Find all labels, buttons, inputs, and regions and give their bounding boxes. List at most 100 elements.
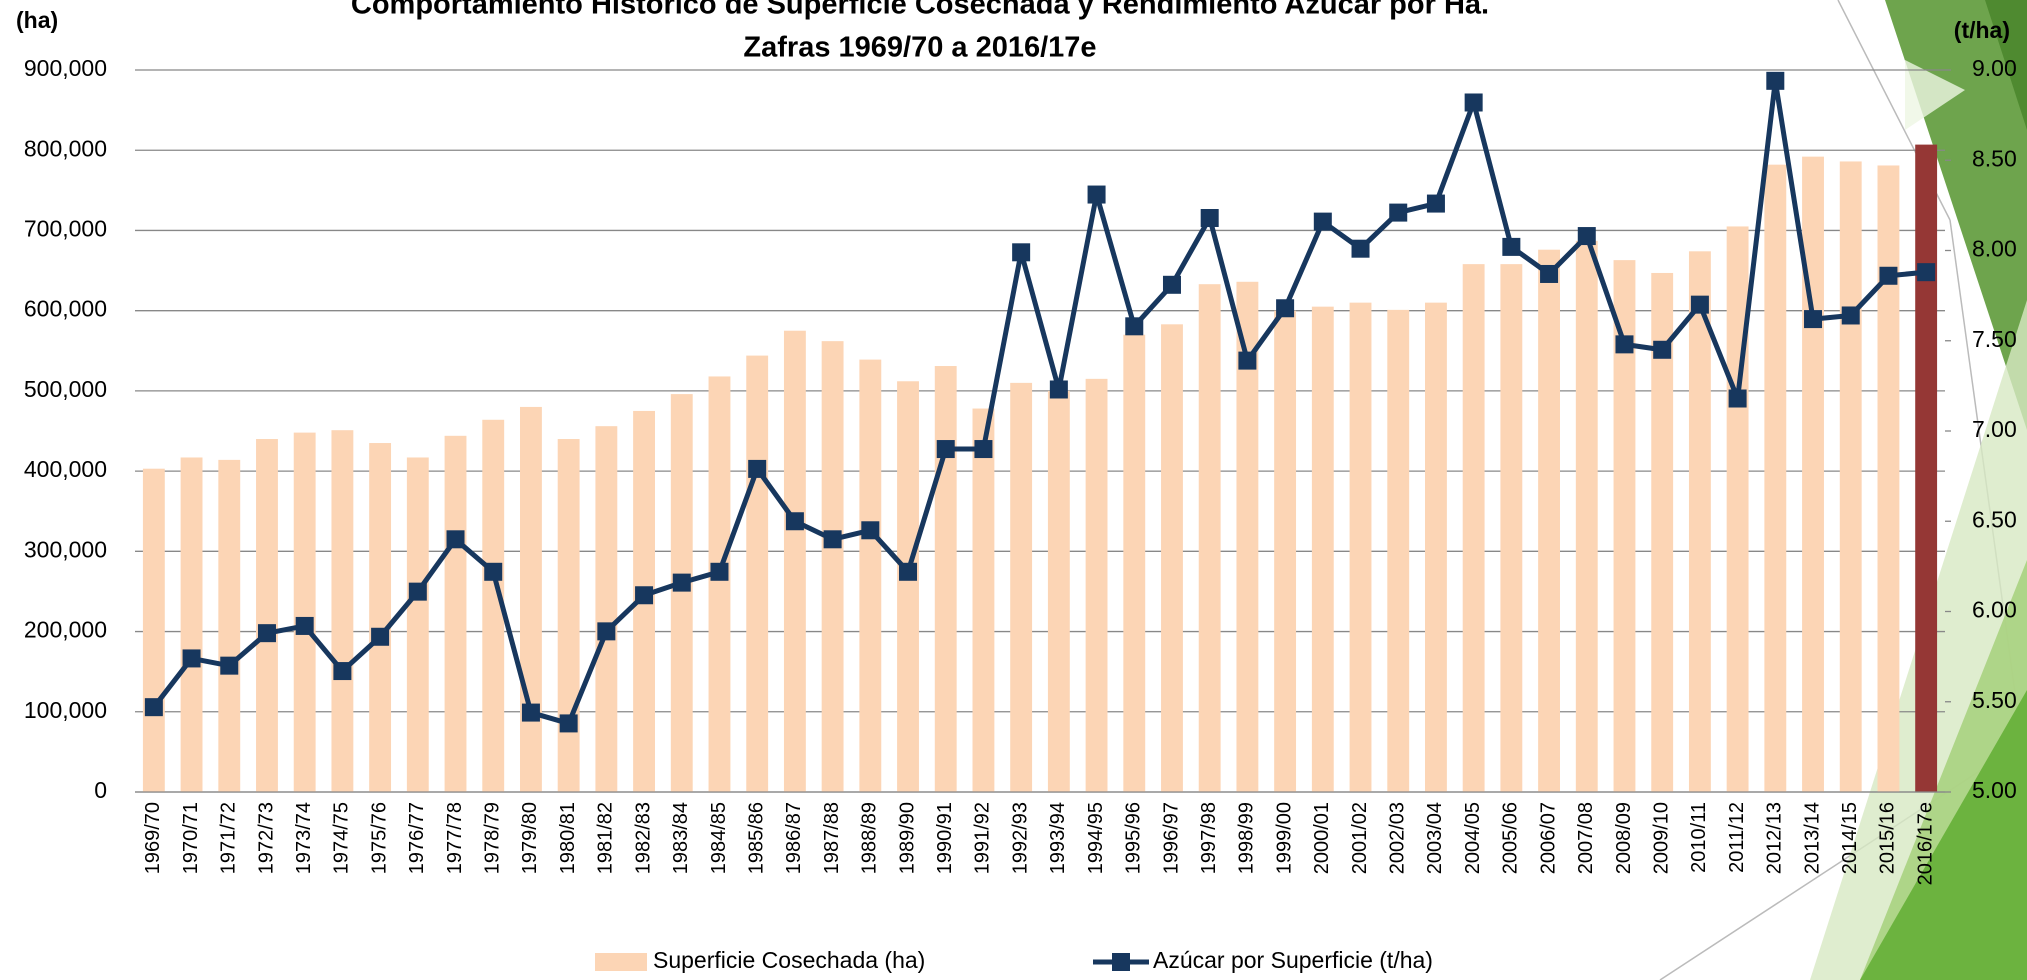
bar <box>407 457 429 792</box>
bar <box>897 381 919 792</box>
legend-label: Superficie Cosechada (ha) <box>653 947 925 973</box>
x-tick-label: 1988/89 <box>859 802 881 874</box>
x-tick-label: 1971/72 <box>218 802 240 874</box>
marker <box>1804 310 1822 328</box>
x-tick-label: 1978/79 <box>482 802 504 874</box>
x-tick-label: 1999/00 <box>1273 802 1295 874</box>
y2-tick-label: 8.50 <box>1972 145 2017 171</box>
marker <box>1050 380 1068 398</box>
marker <box>371 628 389 646</box>
bar <box>558 439 580 792</box>
x-tick-label: 2015/16 <box>1877 802 1899 874</box>
x-tick-label: 1969/70 <box>142 802 164 874</box>
bar <box>671 394 693 792</box>
bar <box>1764 165 1786 792</box>
y2-tick-label: 7.00 <box>1972 416 2017 442</box>
bar <box>520 407 542 792</box>
marker <box>824 530 842 548</box>
marker <box>1578 227 1596 245</box>
x-tick-label: 1985/86 <box>745 802 767 874</box>
marker <box>597 622 615 640</box>
bar <box>973 409 995 792</box>
x-tick-label: 1995/96 <box>1123 802 1145 874</box>
marker <box>220 657 238 675</box>
bar <box>1312 307 1334 792</box>
bar <box>369 443 391 792</box>
x-tick-label: 1975/76 <box>368 802 390 874</box>
marker <box>635 586 653 604</box>
x-tick-label: 1973/74 <box>293 802 315 874</box>
marker <box>1540 265 1558 283</box>
y-tick-label: 500,000 <box>24 376 107 402</box>
bar <box>859 360 881 792</box>
marker <box>1729 390 1747 408</box>
bar <box>784 331 806 792</box>
marker <box>748 460 766 478</box>
bar <box>1274 311 1296 792</box>
x-tick-label: 2007/08 <box>1575 802 1597 874</box>
marker <box>1615 335 1633 353</box>
y-tick-label: 100,000 <box>24 697 107 723</box>
x-tick-label: 2002/03 <box>1387 802 1409 874</box>
bar <box>1500 264 1522 792</box>
y2-tick-label: 6.50 <box>1972 506 2017 532</box>
x-tick-label: 1991/92 <box>972 802 994 874</box>
y2-tick-label: 9.00 <box>1972 55 2017 81</box>
y2-tick-label: 5.50 <box>1972 687 2017 713</box>
bar <box>595 426 617 792</box>
bar <box>1161 324 1183 792</box>
bar <box>1199 284 1221 792</box>
y2-tick-label: 6.00 <box>1972 597 2017 623</box>
marker <box>183 649 201 667</box>
x-tick-label: 1982/83 <box>632 802 654 874</box>
marker <box>1314 213 1332 231</box>
bar <box>1086 379 1108 792</box>
x-tick-label: 2008/09 <box>1613 802 1635 874</box>
y2-tick-label: 8.00 <box>1972 236 2017 262</box>
marker <box>673 574 691 592</box>
x-tick-label: 1972/73 <box>255 802 277 874</box>
marker <box>484 563 502 581</box>
x-tick-label: 2005/06 <box>1500 802 1522 874</box>
bar <box>822 341 844 792</box>
y-axis-label: (ha) <box>16 7 58 33</box>
marker <box>1352 240 1370 258</box>
marker <box>1842 306 1860 324</box>
bar <box>1425 303 1447 792</box>
bar <box>1350 303 1372 792</box>
marker <box>258 624 276 642</box>
x-tick-label: 1989/90 <box>896 802 918 874</box>
bar <box>218 460 240 792</box>
marker <box>974 440 992 458</box>
marker <box>1879 267 1897 285</box>
bar <box>1576 241 1598 792</box>
legend: Superficie Cosechada (ha)Azúcar por Supe… <box>595 947 1433 973</box>
bar <box>1387 310 1409 792</box>
y-tick-label: 0 <box>94 777 107 803</box>
x-tick-label: 1987/88 <box>821 802 843 874</box>
x-tick-label: 1992/93 <box>1009 802 1031 874</box>
bar <box>1840 161 1862 792</box>
x-tick-label: 1974/75 <box>331 802 353 874</box>
bar <box>445 436 467 792</box>
marker <box>1766 72 1784 90</box>
x-tick-label: 1996/97 <box>1160 802 1182 874</box>
bar <box>294 433 316 792</box>
marker <box>296 617 314 635</box>
x-tick-label: 1998/99 <box>1236 802 1258 874</box>
x-tick-label: 1984/85 <box>708 802 730 874</box>
bar <box>709 376 731 792</box>
bar <box>331 430 353 792</box>
marker <box>1691 296 1709 314</box>
marker <box>1653 341 1671 359</box>
y2-axis-label: (t/ha) <box>1954 17 2010 43</box>
bar <box>1689 251 1711 792</box>
marker <box>1276 299 1294 317</box>
marker <box>1163 276 1181 294</box>
x-tick-label: 1993/94 <box>1047 802 1069 874</box>
marker <box>333 662 351 680</box>
legend-swatch <box>1112 953 1130 971</box>
marker <box>937 440 955 458</box>
x-tick-label: 1979/80 <box>519 802 541 874</box>
x-tick-label: 2001/02 <box>1349 802 1371 874</box>
